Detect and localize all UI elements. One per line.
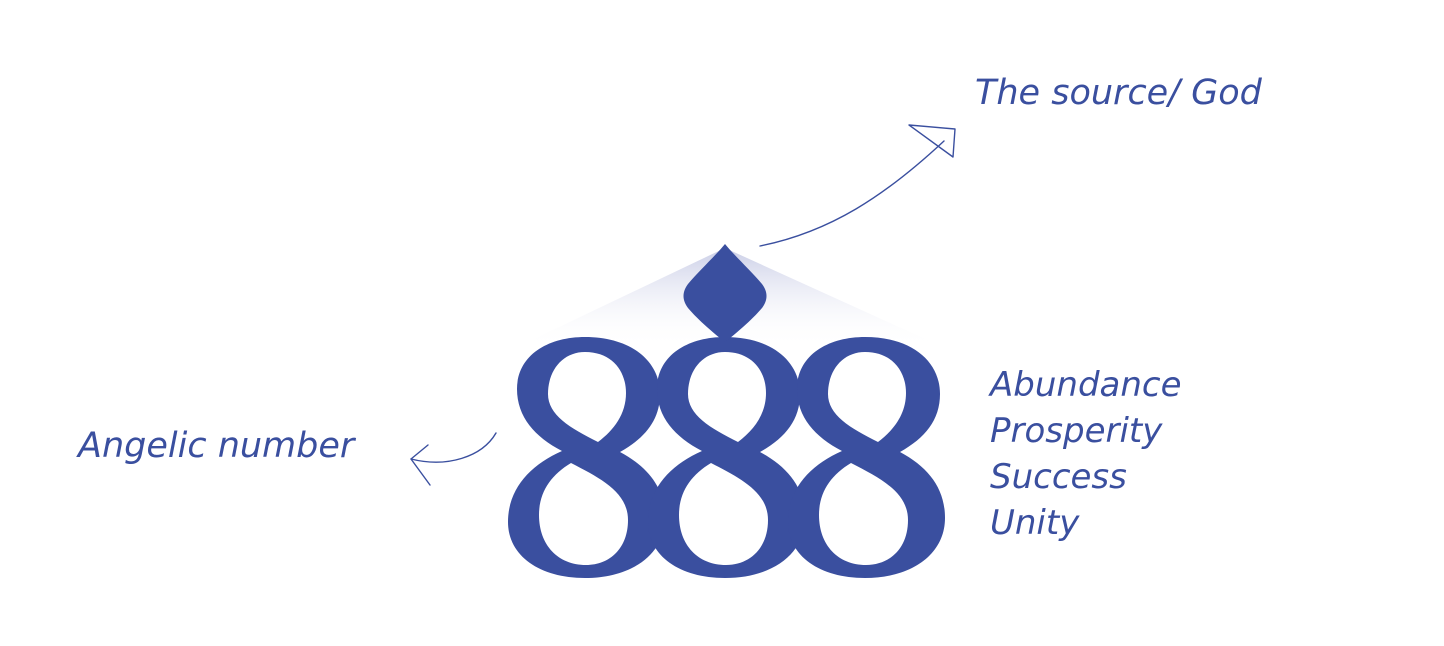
source-arrow-line xyxy=(759,140,945,247)
meaning-success: Success xyxy=(990,457,1127,497)
digit-eight-middle xyxy=(648,337,805,578)
digit-eight-right xyxy=(788,337,945,578)
meaning-unity: Unity xyxy=(990,503,1080,543)
digit-eight-left xyxy=(508,337,665,578)
source-arrowhead-icon xyxy=(908,124,956,158)
angelic-arrow-line xyxy=(410,432,497,463)
angelic-number-label: Angelic number xyxy=(78,426,355,466)
source-label: The source/ God xyxy=(975,73,1262,113)
meanings-list: Abundance Prosperity Success Unity xyxy=(990,362,1182,546)
meaning-prosperity: Prosperity xyxy=(990,411,1163,451)
angelic-arrowhead-icon xyxy=(410,444,431,486)
meaning-abundance: Abundance xyxy=(990,365,1182,405)
diamond-icon xyxy=(683,244,767,342)
